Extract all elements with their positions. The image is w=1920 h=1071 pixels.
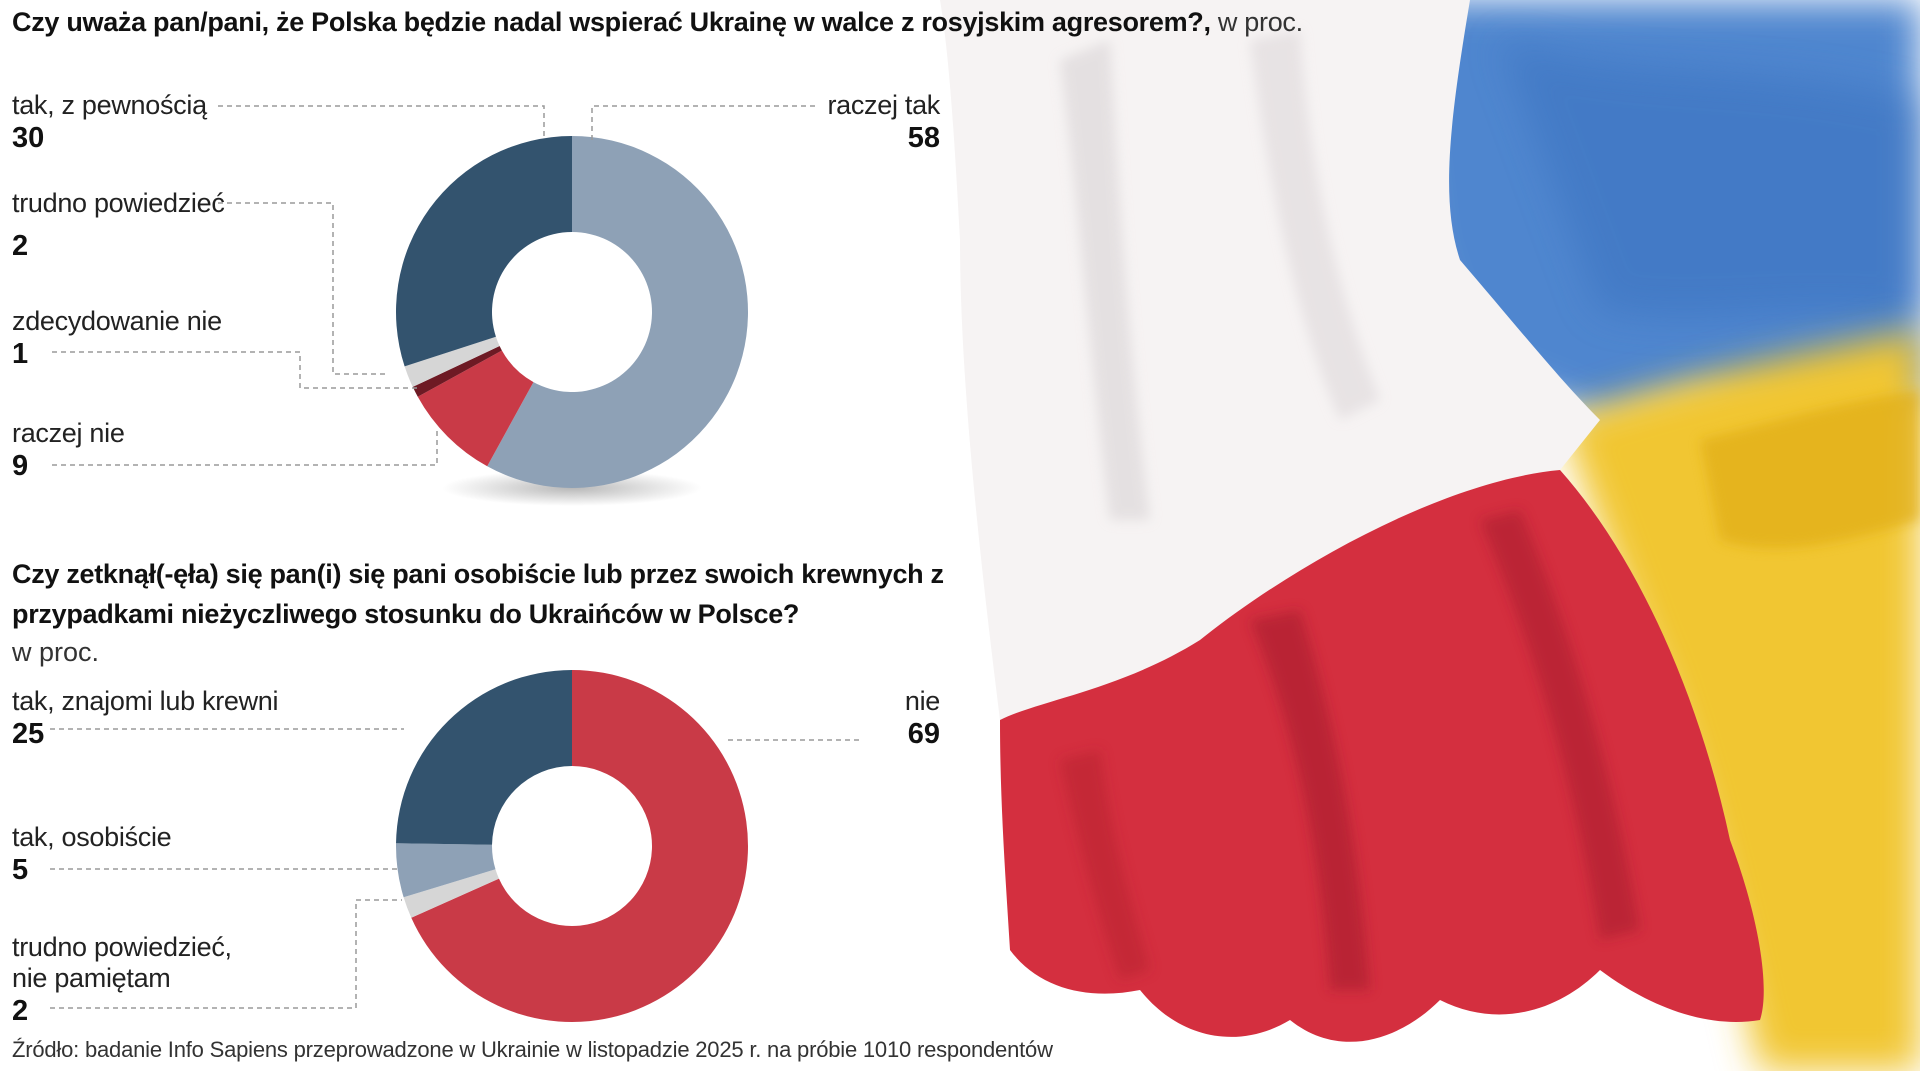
chart1-leaders	[52, 105, 818, 466]
source-note: Źródło: badanie Info Sapiens przeprowadz…	[12, 1037, 1053, 1062]
chart2-unit: w proc.	[12, 637, 100, 667]
chart2-value-tak-osobiscie: 5	[12, 854, 29, 886]
chart1-label-raczej-nie: raczej nie	[12, 418, 125, 448]
chart1-label-trudno-powiedziec: trudno powiedzieć	[12, 188, 225, 218]
chart1-slice-tak-z-pewnoscia	[395, 136, 572, 367]
chart1-shadow	[442, 470, 702, 506]
chart1-slice-raczej-nie	[417, 350, 534, 467]
chart1-slice-raczej-tak	[487, 136, 749, 488]
chart1-value-tak-z-pewnoscia: 30	[12, 122, 45, 154]
chart2-slice-tak-osobiscie	[396, 843, 496, 898]
chart1-label-zdecydowanie-nie: zdecydowanie nie	[12, 306, 222, 336]
chart1-label-raczej-tak: raczej tak	[827, 90, 940, 120]
chart2-slice-nie	[411, 670, 748, 1023]
chart2-donut	[396, 670, 748, 1023]
chart2-value-nie: 69	[907, 718, 940, 750]
chart2-leaders	[50, 728, 860, 1009]
chart2-label-trudno-line1: trudno powiedzieć,	[12, 932, 232, 962]
chart1-title: Czy uważa pan/pani, że Polska będzie nad…	[12, 2, 1303, 42]
chart2-label-tak-osobiscie: tak, osobiście	[12, 822, 172, 852]
chart2-title: Czy zetknął(-ęła) się pan(i) się pani os…	[12, 559, 944, 629]
chart1-title-text: Czy uważa pan/pani, że Polska będzie nad…	[12, 7, 1211, 37]
chart1-value-zdecydowanie-nie: 1	[12, 338, 29, 370]
chart1-unit: w proc.	[1217, 7, 1303, 37]
chart1-value-raczej-nie: 9	[12, 450, 29, 482]
chart1-slice-trudno-powiedziec	[404, 336, 500, 387]
chart1-value-raczej-tak: 58	[907, 122, 940, 154]
chart2-label-trudno-line2: nie pamiętam	[12, 963, 171, 993]
chart2-slice-tak-znajomi-lub-krewni	[396, 670, 572, 845]
chart1-donut	[395, 136, 749, 488]
chart2-label-nie: nie	[904, 686, 940, 716]
chart1-slice-zdecydowanie-nie	[412, 346, 502, 397]
chart2-value-tak-znajomi: 25	[12, 718, 45, 750]
chart1-label-tak-z-pewnoscia: tak, z pewnością	[12, 90, 207, 120]
chart2-label-tak-znajomi: tak, znajomi lub krewni	[12, 686, 279, 716]
chart1-value-trudno-powiedziec: 2	[12, 230, 29, 262]
chart2-slice-trudno-powiedziec-nie-pamietam	[403, 869, 499, 918]
flags-illustration	[940, 0, 1920, 1071]
chart2-value-trudno: 2	[12, 995, 29, 1027]
